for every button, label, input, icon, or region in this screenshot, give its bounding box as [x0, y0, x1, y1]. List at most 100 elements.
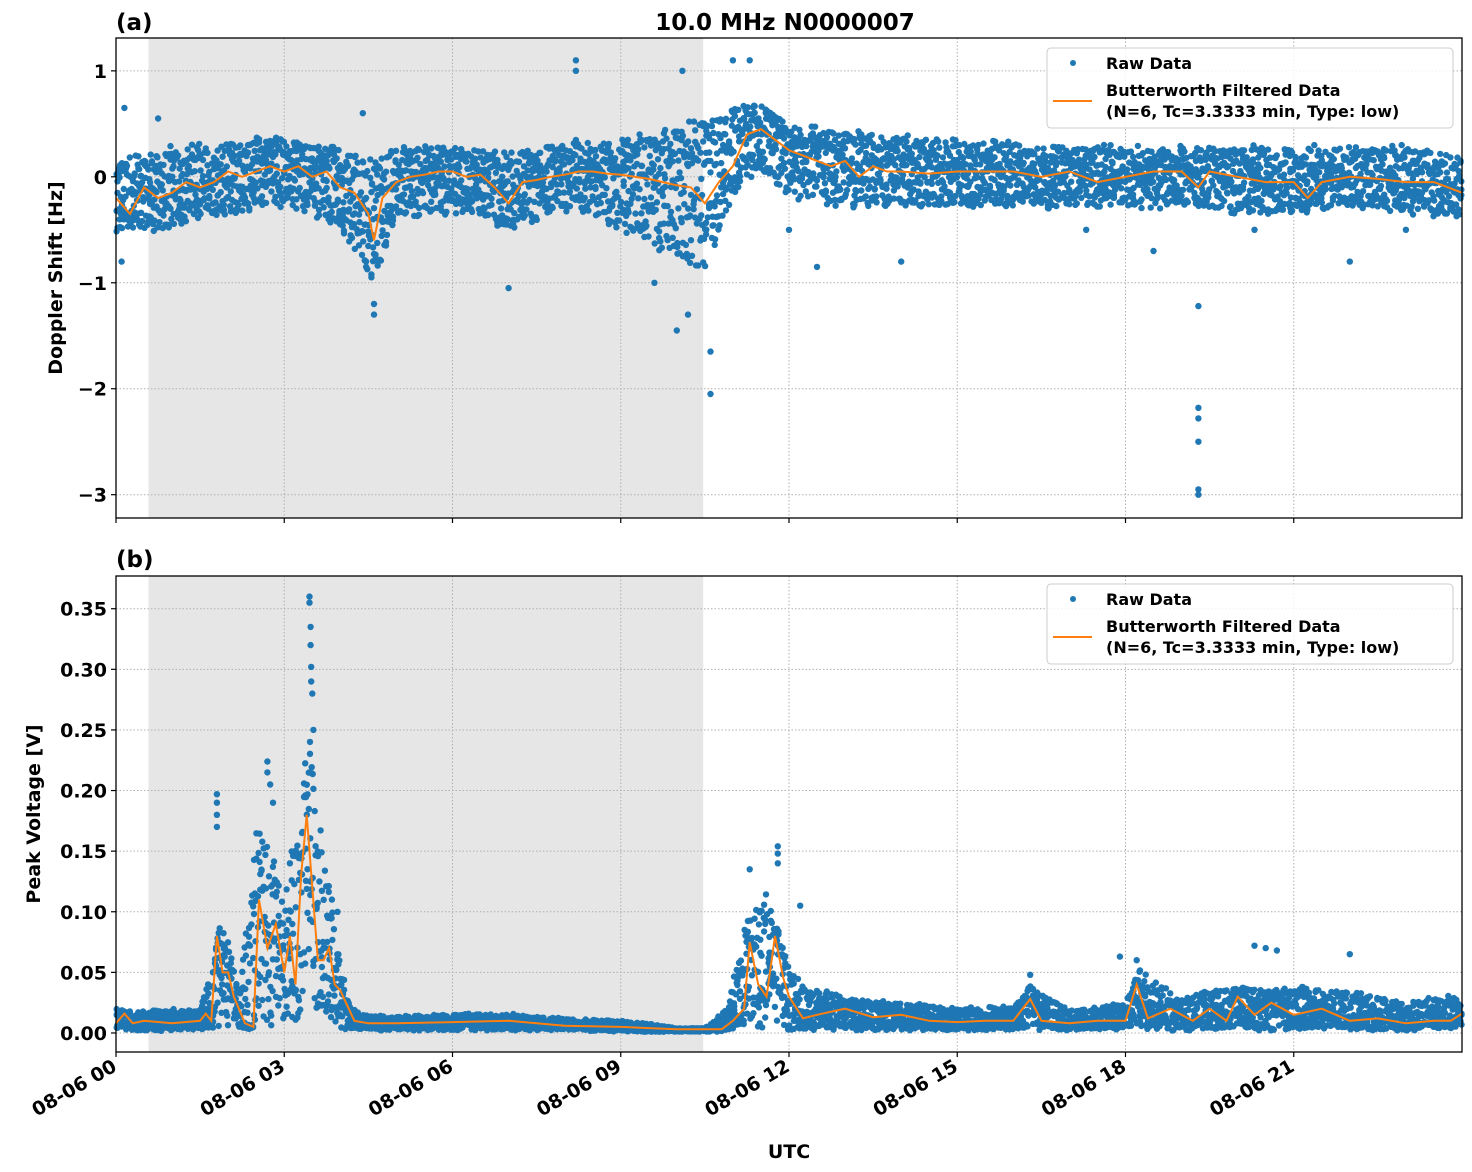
raw-data-point — [346, 206, 353, 213]
raw-data-point — [697, 149, 704, 156]
raw-data-point — [675, 205, 682, 212]
raw-data-point — [233, 980, 240, 988]
raw-data-point — [250, 189, 257, 196]
raw-data-point — [148, 158, 156, 165]
raw-data-point — [960, 154, 967, 162]
raw-data-point — [1096, 203, 1104, 210]
raw-data-point — [362, 258, 370, 265]
y-tick-label: −3 — [78, 485, 107, 507]
raw-data-point — [644, 181, 651, 188]
raw-data-point — [299, 151, 306, 158]
raw-data-point — [609, 202, 616, 210]
raw-data-point — [176, 165, 183, 172]
raw-data-point — [290, 185, 297, 192]
raw-data-point — [324, 998, 332, 1005]
raw-data-point — [126, 1008, 134, 1015]
raw-data-point — [1437, 150, 1444, 158]
raw-data-point — [736, 173, 744, 180]
raw-data-point — [621, 220, 629, 228]
raw-data-point — [256, 858, 263, 866]
raw-data-point — [292, 904, 299, 911]
raw-data-point — [221, 953, 228, 960]
raw-data-outlier — [785, 226, 793, 233]
raw-data-point — [1280, 171, 1288, 178]
raw-data-point — [1409, 211, 1417, 218]
raw-data-point — [304, 791, 311, 798]
raw-data-outlier — [1195, 438, 1202, 445]
raw-data-point — [254, 185, 261, 192]
raw-data-outlier — [898, 258, 905, 265]
raw-data-point — [664, 202, 671, 210]
raw-data-point — [328, 914, 335, 922]
raw-data-point — [1336, 145, 1344, 152]
raw-data-point — [711, 236, 719, 243]
raw-data-point — [302, 760, 309, 767]
raw-data-point — [1240, 147, 1248, 154]
raw-data-point — [1129, 191, 1137, 198]
raw-data-point — [220, 990, 227, 997]
raw-data-point — [186, 207, 193, 214]
raw-data-point — [1224, 190, 1231, 197]
raw-data-point — [521, 191, 528, 198]
raw-data-point — [302, 960, 309, 967]
raw-data-point — [213, 211, 220, 218]
raw-data-point — [1100, 141, 1108, 149]
raw-data-point — [176, 178, 183, 185]
raw-data-point — [840, 179, 847, 186]
raw-data-point — [359, 228, 366, 235]
raw-data-point — [120, 185, 128, 193]
raw-data-point — [135, 153, 142, 160]
raw-data-point — [323, 184, 330, 192]
raw-data-point — [499, 173, 506, 180]
raw-data-point — [340, 227, 348, 234]
raw-data-point — [197, 210, 204, 218]
raw-data-point — [868, 131, 875, 139]
raw-data-point — [167, 142, 174, 150]
raw-data-point — [690, 206, 697, 213]
raw-data-outlier — [572, 67, 580, 75]
legend-a: Raw Data Butterworth Filtered Data (N=6,… — [1046, 47, 1454, 129]
raw-data-point — [1316, 169, 1323, 176]
raw-data-point — [1068, 178, 1075, 185]
raw-data-point — [360, 159, 367, 166]
raw-data-outlier — [370, 311, 378, 318]
raw-data-point — [632, 210, 639, 217]
raw-data-point — [263, 843, 271, 851]
raw-data-point — [601, 174, 608, 181]
raw-data-point — [239, 207, 246, 214]
raw-data-point — [623, 229, 630, 236]
raw-data-point — [201, 195, 208, 202]
x-ticks-a — [115, 518, 1295, 523]
raw-data-point — [821, 180, 829, 187]
raw-data-outlier — [1195, 302, 1202, 310]
raw-data-point — [711, 139, 719, 146]
raw-data-point — [761, 156, 768, 163]
raw-data-point — [118, 224, 126, 232]
raw-data-point — [255, 139, 263, 146]
raw-data-point — [832, 173, 839, 181]
raw-data-point — [1282, 159, 1289, 166]
raw-data-point — [650, 161, 657, 169]
raw-data-point — [336, 957, 343, 964]
raw-data-point — [415, 204, 423, 212]
chart-title: 10.0 MHz N0000007 — [655, 10, 915, 36]
raw-data-point — [751, 109, 758, 117]
raw-data-point — [402, 209, 410, 216]
raw-data-point — [252, 179, 259, 186]
raw-data-point — [392, 147, 400, 154]
raw-data-point — [643, 222, 650, 229]
raw-data-point — [441, 163, 448, 170]
raw-data-point — [378, 232, 385, 240]
raw-data-point — [132, 190, 139, 198]
raw-data-point — [419, 178, 427, 186]
raw-data-point — [1091, 153, 1098, 161]
raw-data-point — [328, 208, 335, 216]
raw-data-point — [378, 155, 385, 162]
raw-data-point — [698, 175, 705, 182]
raw-data-point — [224, 1012, 231, 1019]
raw-data-point — [638, 210, 645, 217]
raw-data-point — [320, 896, 327, 903]
raw-data-point — [497, 205, 505, 212]
raw-data-point — [355, 211, 363, 218]
